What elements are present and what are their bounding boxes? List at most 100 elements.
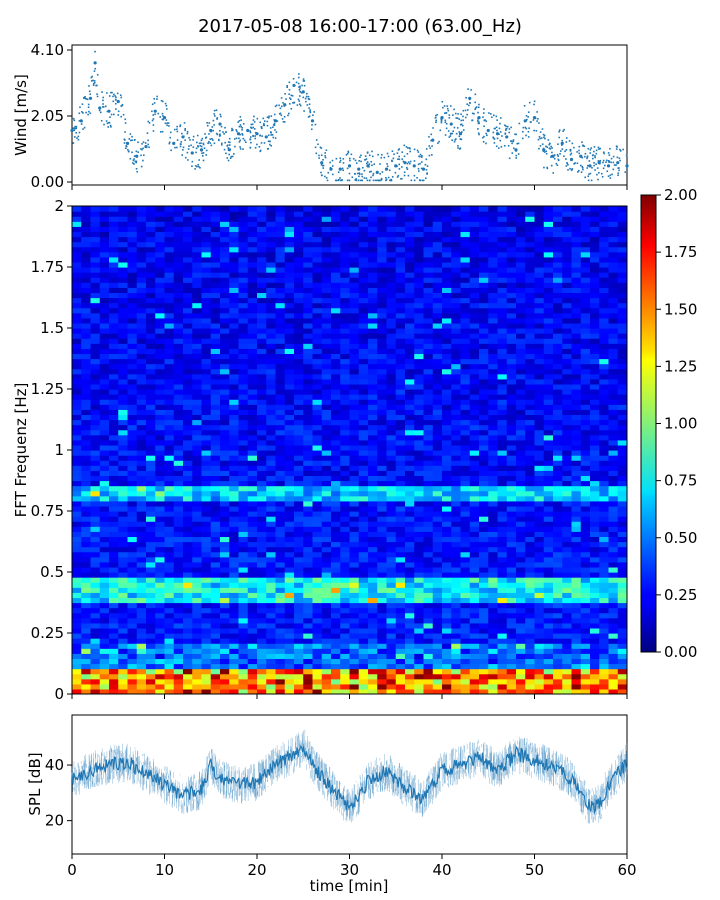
spectrogram-cell xyxy=(257,439,267,446)
spectrogram-cell xyxy=(423,505,434,512)
spectrogram-cell xyxy=(423,678,434,685)
spectrogram-cell xyxy=(229,338,240,344)
wind-sample xyxy=(426,172,428,174)
wind-sample xyxy=(397,158,399,160)
spectrogram-cell xyxy=(210,444,221,451)
wind-sample xyxy=(196,134,199,137)
spectrogram-cell xyxy=(405,658,415,665)
spectrogram-cell xyxy=(220,485,230,492)
spectrogram-cell xyxy=(164,505,175,512)
spectrogram-cell xyxy=(257,470,267,477)
spectrogram-cell xyxy=(294,394,304,400)
spectrogram-cell xyxy=(368,307,378,314)
spectrogram-cell xyxy=(349,516,360,522)
spectrogram-cell xyxy=(136,526,147,532)
spectrogram-cell xyxy=(257,455,267,461)
spectrogram-cell xyxy=(118,343,129,349)
spectrogram-cell xyxy=(247,424,258,431)
spectrogram-cell xyxy=(99,577,110,583)
wind-sample xyxy=(162,118,164,121)
wind-sample xyxy=(114,98,117,101)
spectrogram-cell xyxy=(238,226,249,233)
spectrogram-cell xyxy=(275,683,286,690)
spectrogram-cell xyxy=(432,378,443,385)
wind-sample xyxy=(198,159,200,161)
spectrogram-cell xyxy=(173,602,184,609)
spectrogram-cell xyxy=(284,302,295,309)
spectrogram-cell xyxy=(146,383,156,390)
spectrogram-cell xyxy=(90,322,101,329)
spectrogram-cell xyxy=(386,246,397,253)
spectrogram-cell xyxy=(432,373,443,380)
spectrogram-cell xyxy=(183,622,193,629)
wind-point xyxy=(588,164,592,168)
spectrogram-cell xyxy=(386,348,397,355)
spectrogram-cell xyxy=(247,475,258,482)
spectrogram-cell xyxy=(192,500,203,507)
spectrogram-cell xyxy=(118,638,129,644)
spectrogram-cell xyxy=(266,277,277,283)
spectrogram-cell xyxy=(220,511,230,517)
wind-sample xyxy=(386,163,388,165)
spectrogram-cell xyxy=(127,577,138,583)
spectrogram-cell xyxy=(146,414,156,421)
spectrogram-cell xyxy=(405,577,415,583)
spectrogram-cell xyxy=(340,516,351,522)
spectrogram-cell xyxy=(405,561,415,568)
wind-sample xyxy=(184,128,186,130)
spectrogram-cell xyxy=(349,587,360,593)
spectrogram-cell xyxy=(118,465,129,471)
spectrogram-cell xyxy=(127,343,138,349)
spectrogram-cell xyxy=(183,673,193,680)
spectrogram-cell xyxy=(312,546,323,553)
spectrogram-cell xyxy=(109,465,119,471)
spectrogram-cell xyxy=(136,394,147,400)
spectrogram-cell xyxy=(303,348,314,355)
spectrogram-cell xyxy=(164,561,175,568)
spectrogram-cell xyxy=(340,653,351,660)
wind-sample xyxy=(219,129,221,132)
spectrogram-cell xyxy=(220,322,230,329)
spectrogram-cell xyxy=(266,328,277,334)
spectrogram-cell xyxy=(229,526,240,532)
spectrogram-cell xyxy=(229,683,240,690)
wind-sample xyxy=(249,131,252,134)
spectrogram-cell xyxy=(405,607,415,614)
spectrogram-cell xyxy=(386,404,397,410)
spectrogram-cell xyxy=(405,231,415,238)
spectrogram-cell xyxy=(81,673,92,680)
spectrogram-cell xyxy=(229,561,240,568)
spectrogram-cell xyxy=(238,688,249,694)
spectrogram-cell xyxy=(405,546,415,553)
spectrogram-cell xyxy=(331,638,341,644)
spectrogram-cell xyxy=(136,373,147,380)
spectrogram-cell xyxy=(72,556,82,563)
spectrogram-cell xyxy=(210,556,221,563)
spectrogram-cell xyxy=(294,480,304,487)
spectrogram-cell xyxy=(210,622,221,629)
spectrogram-cell xyxy=(81,399,92,405)
spectrogram-cell xyxy=(257,317,267,324)
spectrogram-cell xyxy=(414,389,425,395)
spectrogram-cell xyxy=(312,378,323,385)
wind-sample xyxy=(196,141,198,144)
spectrogram-cell xyxy=(72,470,82,477)
spectrogram-cell xyxy=(386,358,397,365)
spectrogram-cell xyxy=(257,683,267,690)
spectrogram-cell xyxy=(294,414,304,421)
spectrogram-cell xyxy=(109,312,119,319)
spectrogram-cell xyxy=(118,333,129,339)
spectrogram-cell xyxy=(146,566,156,573)
wind-sample xyxy=(359,156,361,158)
spectrogram-cell xyxy=(247,312,258,319)
spectrogram-cell xyxy=(303,333,314,339)
spectrogram-cell xyxy=(368,460,378,466)
wind-sample xyxy=(549,148,552,150)
wind-sample xyxy=(394,171,397,174)
spectrogram-cell xyxy=(321,328,332,334)
wind-sample xyxy=(461,131,463,133)
spectrogram-cell xyxy=(81,358,92,365)
wind-sample xyxy=(354,179,357,181)
spectrogram-cell xyxy=(72,673,82,680)
spectrogram-cell xyxy=(164,678,175,685)
